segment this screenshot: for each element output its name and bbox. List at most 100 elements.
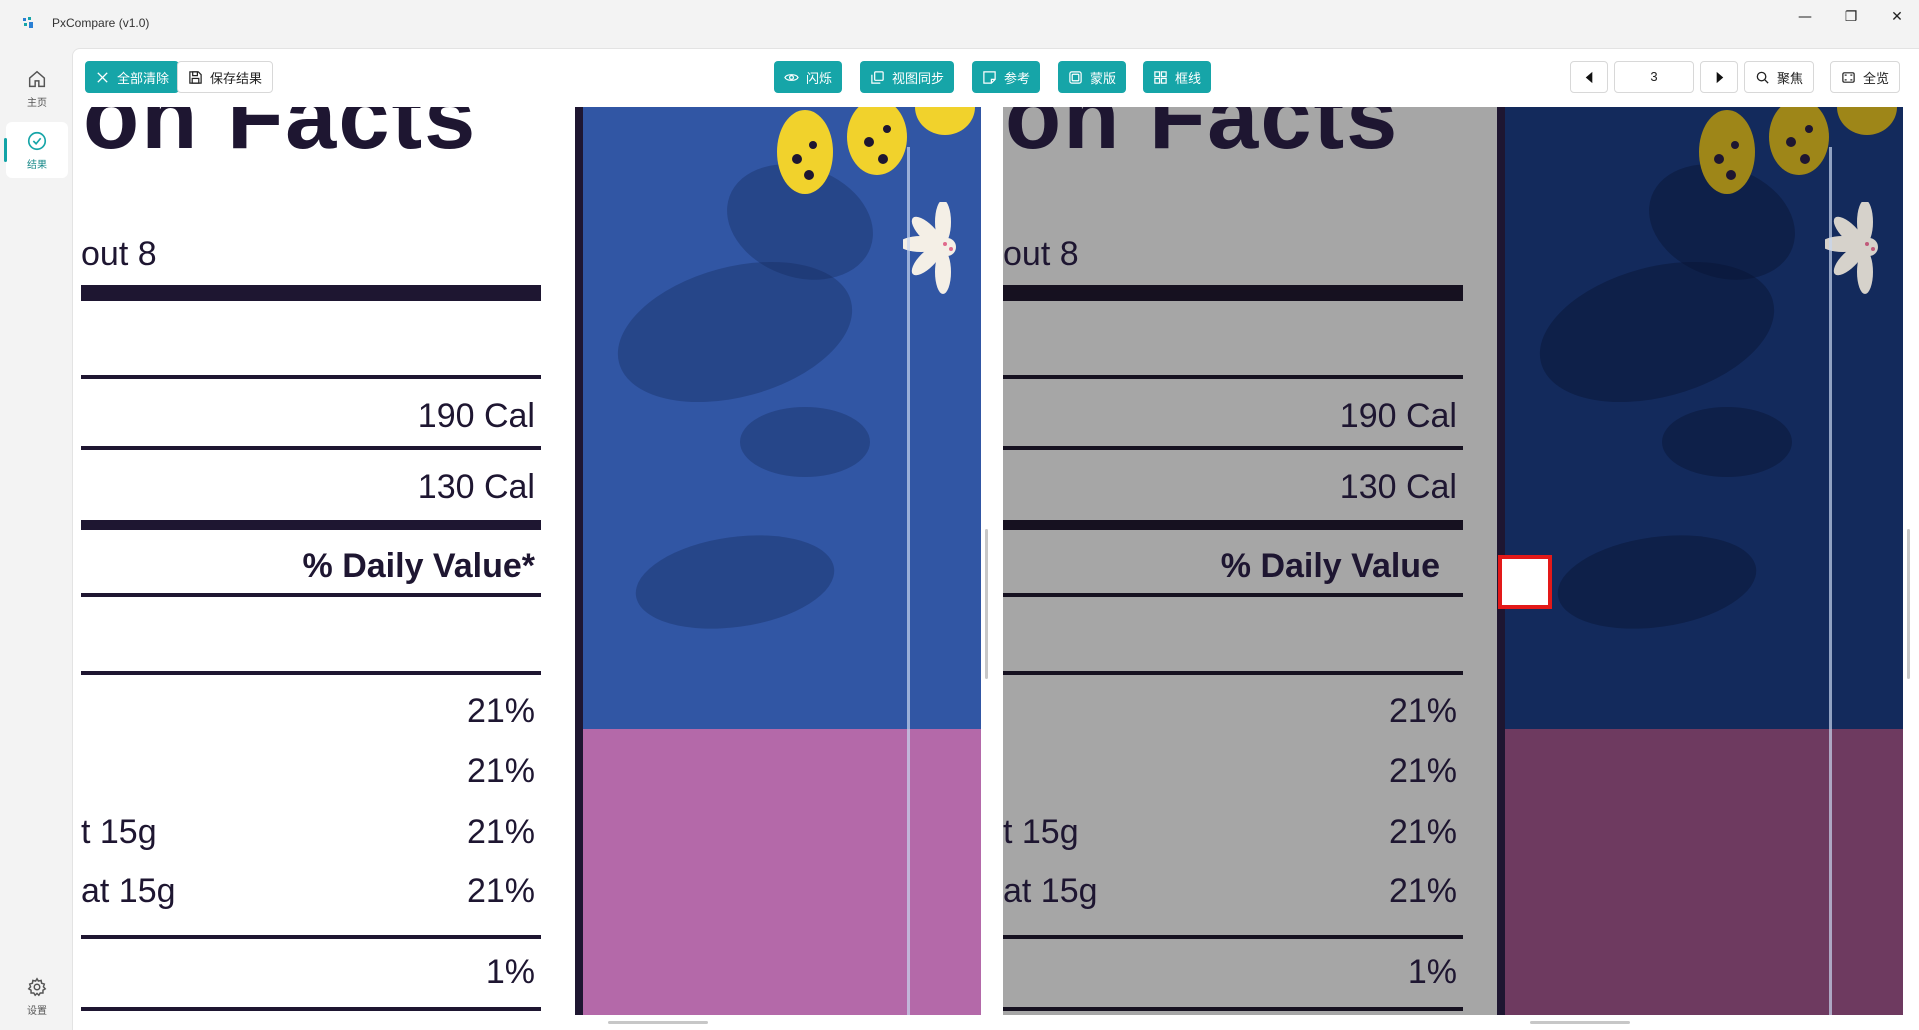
left-pane-h-scrollbar[interactable] bbox=[608, 1021, 708, 1024]
label-header: on Facts bbox=[1005, 107, 1400, 168]
sidebar-item-home[interactable]: 主页 bbox=[6, 60, 68, 116]
percent-value: 21% bbox=[1388, 752, 1457, 790]
app-logo-icon bbox=[23, 17, 33, 28]
divider bbox=[1003, 593, 1463, 597]
daily-value-heading: % Daily Value* bbox=[302, 547, 535, 585]
label-header: on Facts bbox=[83, 107, 478, 168]
flower-illustration bbox=[1825, 202, 1878, 294]
divider bbox=[81, 593, 541, 597]
percent-value: 21% bbox=[466, 692, 535, 730]
serving-text: out 8 bbox=[1003, 235, 1079, 273]
nutrient-label: at 15g bbox=[1003, 872, 1098, 910]
blink-button[interactable]: 闪烁 bbox=[774, 61, 843, 93]
reference-button[interactable]: 参考 bbox=[972, 61, 1041, 93]
frame-lines-button[interactable]: 框线 bbox=[1143, 61, 1212, 93]
save-results-button[interactable]: 保存结果 bbox=[177, 61, 274, 93]
percent-value: 21% bbox=[1388, 692, 1457, 730]
triangle-left-icon bbox=[1585, 71, 1592, 83]
artwork-left bbox=[575, 107, 981, 1015]
maximize-icon: ❐ bbox=[1844, 9, 1858, 25]
artwork-pink-region bbox=[575, 729, 981, 1015]
left-pane-scrollbar[interactable] bbox=[985, 529, 988, 679]
check-circle-icon bbox=[27, 131, 47, 150]
page-number-input[interactable]: 3 bbox=[1614, 61, 1694, 93]
divider bbox=[81, 935, 541, 939]
eye-icon bbox=[784, 73, 799, 81]
triangle-right-icon bbox=[1716, 71, 1723, 83]
daily-value-heading: % Daily Value bbox=[1220, 547, 1440, 585]
minimize-button[interactable]: — bbox=[1782, 0, 1828, 34]
right-pane-scrollbar[interactable] bbox=[1907, 529, 1910, 679]
gear-icon bbox=[27, 976, 47, 996]
minimize-icon: — bbox=[1798, 9, 1812, 25]
home-icon bbox=[28, 70, 46, 87]
calories-fat-value: 130 Cal bbox=[1339, 468, 1457, 506]
divider bbox=[81, 1007, 541, 1011]
close-icon bbox=[97, 71, 108, 83]
main-panel: 全部清除 保存结果 闪烁 视图同步 参考 蒙版 bbox=[72, 48, 1919, 1030]
next-button[interactable] bbox=[1700, 61, 1738, 93]
nutrient-label: t 15g bbox=[81, 813, 157, 851]
decor-blob bbox=[1662, 407, 1792, 477]
percent-value: 21% bbox=[466, 813, 535, 851]
artwork-right bbox=[1497, 107, 1903, 1015]
right-pane-h-scrollbar[interactable] bbox=[1530, 1021, 1630, 1024]
nutrition-label-left: on Facts out 8 190 Cal 130 Cal % Daily V… bbox=[81, 107, 575, 1015]
sidebar-item-label: 设置 bbox=[27, 1005, 47, 1017]
difference-marker[interactable] bbox=[1498, 555, 1552, 609]
calories-value: 190 Cal bbox=[417, 397, 535, 435]
mask-icon bbox=[1069, 70, 1082, 84]
prev-button[interactable] bbox=[1570, 61, 1608, 93]
maximize-button[interactable]: ❐ bbox=[1828, 0, 1874, 34]
percent-value: 21% bbox=[1388, 872, 1457, 910]
title-bar: PxCompare (v1.0) — ❐ ✕ bbox=[0, 0, 1919, 48]
percent-value: 21% bbox=[466, 752, 535, 790]
artwork-blue-region bbox=[575, 107, 981, 729]
sidebar: 主页 结果 设置 bbox=[0, 48, 72, 1030]
percent-value: 1% bbox=[1407, 953, 1457, 991]
note-icon bbox=[983, 70, 996, 84]
fit-screen-icon bbox=[1842, 71, 1855, 83]
compare-pane-left[interactable]: on Facts out 8 190 Cal 130 Cal % Daily V… bbox=[81, 107, 981, 1015]
percent-value: 21% bbox=[466, 872, 535, 910]
flower-illustration bbox=[777, 107, 975, 194]
divider-line bbox=[907, 147, 910, 1015]
sidebar-item-label: 主页 bbox=[27, 97, 47, 109]
calories-value: 190 Cal bbox=[1339, 397, 1457, 435]
artwork-blue-region bbox=[1497, 107, 1903, 729]
overview-button[interactable]: 全览 bbox=[1830, 61, 1901, 93]
clear-all-button[interactable]: 全部清除 bbox=[85, 61, 180, 93]
view-sync-button[interactable]: 视图同步 bbox=[860, 61, 955, 93]
divider bbox=[1003, 446, 1463, 450]
flower-illustration bbox=[1699, 107, 1897, 194]
compare-pane-right[interactable]: on Facts out 8 190 Cal 130 Cal % Daily V… bbox=[1003, 107, 1903, 1015]
image-left: on Facts out 8 190 Cal 130 Cal % Daily V… bbox=[81, 107, 981, 1015]
search-icon bbox=[1756, 71, 1769, 84]
image-right: on Facts out 8 190 Cal 130 Cal % Daily V… bbox=[1003, 107, 1903, 1015]
divider bbox=[81, 285, 541, 301]
close-button[interactable]: ✕ bbox=[1874, 0, 1919, 34]
focus-button[interactable]: 聚焦 bbox=[1744, 61, 1815, 93]
calories-fat-value: 130 Cal bbox=[417, 468, 535, 506]
divider bbox=[1003, 1007, 1463, 1011]
close-icon: ✕ bbox=[1891, 9, 1903, 25]
sidebar-item-settings[interactable]: 设置 bbox=[6, 968, 68, 1024]
toolbar: 全部清除 保存结果 闪烁 视图同步 参考 蒙版 bbox=[73, 49, 1919, 107]
sidebar-item-label: 结果 bbox=[27, 159, 47, 171]
mask-button[interactable]: 蒙版 bbox=[1058, 61, 1127, 93]
divider bbox=[1003, 935, 1463, 939]
percent-value: 1% bbox=[485, 953, 535, 991]
divider bbox=[81, 520, 541, 530]
sidebar-item-results[interactable]: 结果 bbox=[4, 122, 68, 178]
divider bbox=[81, 446, 541, 450]
divider bbox=[81, 375, 541, 379]
decor-blob bbox=[740, 407, 870, 477]
percent-value: 21% bbox=[1388, 813, 1457, 851]
nutrition-label-right: on Facts out 8 190 Cal 130 Cal % Daily V… bbox=[1003, 107, 1497, 1015]
nutrient-label: at 15g bbox=[81, 872, 176, 910]
divider bbox=[1003, 520, 1463, 530]
divider bbox=[81, 671, 541, 675]
nutrient-label: t 15g bbox=[1003, 813, 1079, 851]
copy-icon bbox=[871, 70, 884, 84]
